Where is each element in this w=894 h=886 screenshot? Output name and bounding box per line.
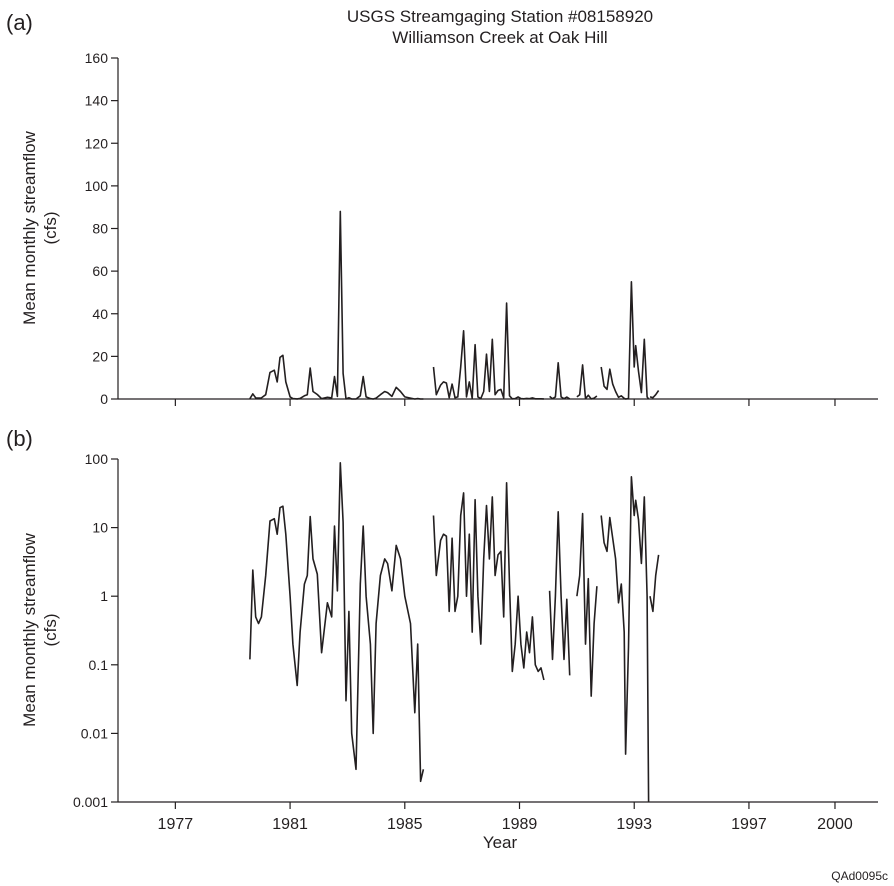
x-axis-label: Year bbox=[483, 833, 518, 852]
panel-a-ylabel-line1: Mean monthly streamflow bbox=[20, 130, 39, 324]
panel-b-series-line bbox=[600, 475, 650, 803]
panel-a-label: (a) bbox=[6, 10, 33, 35]
panel-b-label: (b) bbox=[6, 426, 33, 451]
chart-title-line1: USGS Streamgaging Station #08158920 bbox=[347, 7, 653, 26]
panel-b-y-tick-label: 0.01 bbox=[81, 725, 108, 741]
x-tick-label: 1993 bbox=[616, 816, 652, 833]
panel-a-y-tick-label: 60 bbox=[92, 263, 108, 279]
panel-b-series-line bbox=[548, 510, 571, 676]
panel-b-y-tick-label: 100 bbox=[85, 451, 109, 467]
panel-a-y-tick-label: 0 bbox=[100, 391, 108, 407]
panel-a-y-tick-label: 20 bbox=[92, 348, 108, 364]
panel-a-y-tick-label: 100 bbox=[85, 178, 109, 194]
panel-b-ylabel-line2: (cfs) bbox=[41, 613, 60, 646]
panel-a-series-line bbox=[649, 390, 660, 399]
panel-a-y-tick-label: 140 bbox=[85, 93, 109, 109]
x-tick-label: 1981 bbox=[272, 816, 308, 833]
x-tick-label: 1997 bbox=[731, 816, 767, 833]
panel-a-plot: 0 20 40 60 80 100 120 140 160 bbox=[85, 50, 878, 407]
panel-a-y-tick-label: 160 bbox=[85, 50, 109, 66]
x-tick-label: 2000 bbox=[817, 816, 853, 833]
figure-code: QAd0095c bbox=[831, 869, 888, 883]
panel-b-series-line bbox=[249, 461, 425, 783]
panel-b-y-tick-label: 10 bbox=[92, 520, 108, 536]
panel-a-y-tick-label: 80 bbox=[92, 221, 108, 237]
panel-b-series-line bbox=[432, 481, 545, 681]
panel-a-ylabel-line2: (cfs) bbox=[41, 211, 60, 244]
panel-b-series-line bbox=[649, 554, 660, 613]
panel-a-series-line bbox=[576, 364, 598, 400]
x-tick-label: 1985 bbox=[387, 816, 423, 833]
x-tick-label: 1977 bbox=[158, 816, 194, 833]
panel-a-series-line bbox=[549, 361, 571, 400]
panel-b-plot: 0.001 0.01 0.1 1 10 100 1977 1981 1985 1989 1993 19… bbox=[73, 451, 878, 833]
panel-b-y-tick-label: 1 bbox=[100, 588, 108, 604]
panel-b-y-tick-label: 0.001 bbox=[73, 794, 108, 810]
panel-b-y-tick-label: 0.1 bbox=[89, 657, 109, 673]
panel-a-series-line bbox=[249, 210, 424, 400]
panel-a-y-tick-label: 120 bbox=[85, 135, 109, 151]
chart-title-line2: Williamson Creek at Oak Hill bbox=[392, 28, 607, 47]
panel-a-series-line bbox=[600, 280, 650, 400]
panel-b-ylabel-line1: Mean monthly streamflow bbox=[20, 532, 39, 726]
panel-a-series-line bbox=[432, 302, 544, 400]
x-tick-label: 1989 bbox=[502, 816, 538, 833]
panel-a-y-tick-label: 40 bbox=[92, 306, 108, 322]
panel-b-series-line bbox=[576, 512, 598, 697]
